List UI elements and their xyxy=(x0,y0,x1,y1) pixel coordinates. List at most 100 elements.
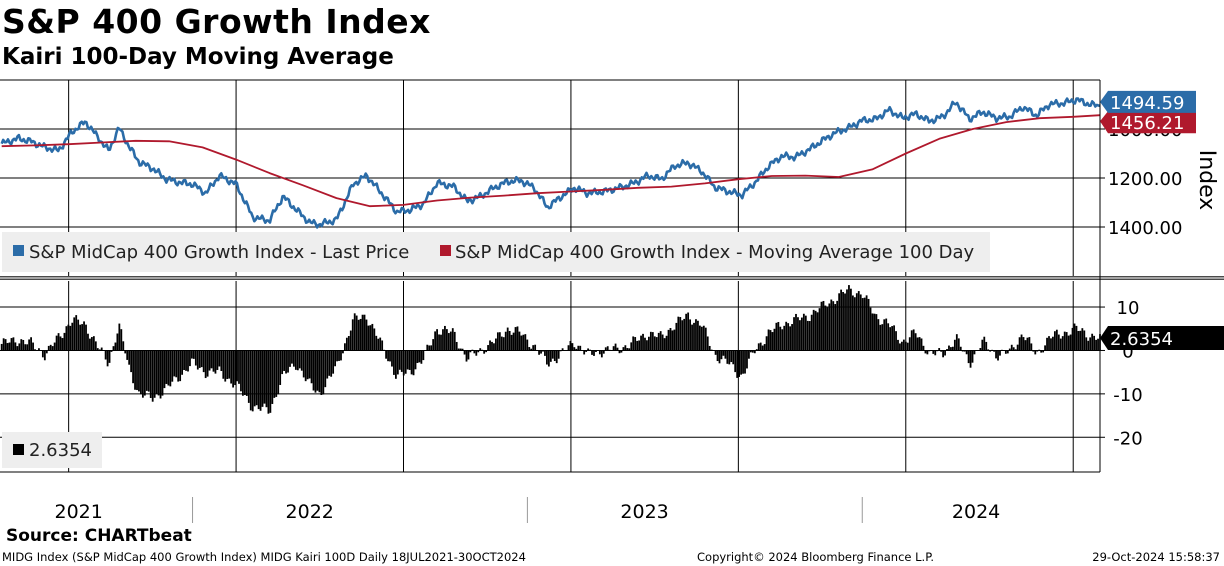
kairi-bar xyxy=(804,315,807,351)
kairi-bar xyxy=(646,340,648,351)
kairi-bar xyxy=(408,350,411,370)
kairi-bar xyxy=(759,342,762,351)
kairi-bar xyxy=(532,345,535,351)
kairi-bar xyxy=(679,317,682,351)
kairi-bar xyxy=(663,338,666,351)
kairi-bar xyxy=(208,350,211,371)
kairi-bar xyxy=(12,337,15,351)
kairi-bars xyxy=(0,285,1101,414)
kairi-bar xyxy=(489,340,491,351)
kairi-bar xyxy=(59,336,62,351)
kairi-bar xyxy=(259,350,262,411)
kairi-bar xyxy=(595,350,597,352)
kairi-bar xyxy=(469,350,472,353)
kairi-bar xyxy=(502,337,505,351)
kairi-bar xyxy=(671,330,674,351)
kairi-bar xyxy=(651,332,654,351)
kairi-bar xyxy=(342,350,344,354)
kairi-bar xyxy=(116,333,119,351)
footer-ticker-info: MIDG Index (S&P MidCap 400 Growth Index)… xyxy=(2,550,526,564)
moving-average-line xyxy=(1,114,1101,208)
kairi-bar xyxy=(912,329,915,351)
kairi-bar xyxy=(32,342,34,351)
kairi-bar xyxy=(816,312,819,351)
kairi-bar xyxy=(89,338,91,351)
kairi-bar xyxy=(344,343,346,351)
kairi-bar xyxy=(720,350,723,360)
kairi-bar xyxy=(104,350,107,360)
kairi-bar xyxy=(265,350,268,408)
kairi-bar xyxy=(973,350,976,355)
kairi-bar xyxy=(591,350,593,355)
kairi-bar xyxy=(245,350,248,396)
kairi-bar xyxy=(981,339,984,351)
kairi-bar xyxy=(326,350,329,379)
kairi-bar xyxy=(377,338,380,351)
kairi-bar xyxy=(622,347,625,351)
kairi-bar xyxy=(579,345,582,351)
kairi-bar xyxy=(487,345,489,351)
kairi-bar xyxy=(71,322,74,351)
kairi-bar xyxy=(863,297,866,351)
kairi-bar xyxy=(194,350,197,366)
kairi-bar xyxy=(779,326,782,351)
kairi-value-label: 2.6354 xyxy=(1110,329,1173,350)
kairi-bar xyxy=(145,350,148,391)
kairi-bar xyxy=(1075,325,1078,351)
kairi-bar xyxy=(296,350,299,371)
kairi-bar xyxy=(738,350,741,377)
kairi-bar xyxy=(251,350,254,412)
kairi-bar xyxy=(1014,349,1017,351)
kairi-bar xyxy=(357,319,360,351)
kairi-bar xyxy=(846,289,848,351)
kairi-bar xyxy=(1089,337,1092,351)
kairi-bar xyxy=(187,350,189,372)
kairi-bar xyxy=(822,300,825,351)
kairi-bar xyxy=(273,350,276,398)
kairi-bar xyxy=(243,350,246,396)
kairi-bar xyxy=(538,350,540,355)
kairi-bar xyxy=(508,330,511,351)
kairi-bar xyxy=(999,350,1001,356)
kairi-bar xyxy=(1057,334,1060,351)
kairi-bar xyxy=(153,350,156,398)
kairi-bar xyxy=(757,343,760,351)
kairi-bar xyxy=(447,333,450,351)
kairi-bar xyxy=(28,339,31,351)
kairi-bar xyxy=(730,350,733,363)
kairi-bar xyxy=(479,348,482,351)
kairi-bar xyxy=(634,337,637,351)
kairi-bar xyxy=(669,328,672,351)
kairi-bar xyxy=(371,323,374,351)
kairi-bar xyxy=(434,331,437,351)
kairi-bar xyxy=(614,343,617,351)
kairi-bar xyxy=(455,341,458,351)
kairi-bar xyxy=(402,350,405,376)
kairi-bar xyxy=(585,350,588,352)
kairi-bar xyxy=(493,343,495,351)
kairi-bar xyxy=(810,314,813,351)
kairi-value-tag xyxy=(1100,326,1224,351)
kairi-bar xyxy=(206,350,209,377)
kairi-bar xyxy=(16,346,19,351)
kairi-bar xyxy=(920,338,923,351)
kairi-bar xyxy=(51,346,54,351)
kairi-bar xyxy=(689,319,691,351)
kairi-bar xyxy=(749,350,752,353)
kairi-bar xyxy=(328,350,331,376)
kairi-bar xyxy=(336,350,338,362)
kairi-bar xyxy=(667,329,670,351)
kairi-bar xyxy=(1024,340,1027,351)
kairi-bar xyxy=(1034,350,1037,355)
kairi-bar xyxy=(987,349,990,351)
kairi-bar xyxy=(883,319,886,351)
kairi-bar xyxy=(1022,337,1025,351)
kairi-bar xyxy=(520,335,523,351)
kairi-bar xyxy=(359,318,362,351)
kairi-bar xyxy=(322,350,325,395)
kairi-bar xyxy=(436,329,438,351)
kairi-bar xyxy=(330,350,333,377)
kairi-bar xyxy=(775,322,778,351)
kairi-bar xyxy=(797,317,799,351)
kairi-bar xyxy=(400,350,403,372)
